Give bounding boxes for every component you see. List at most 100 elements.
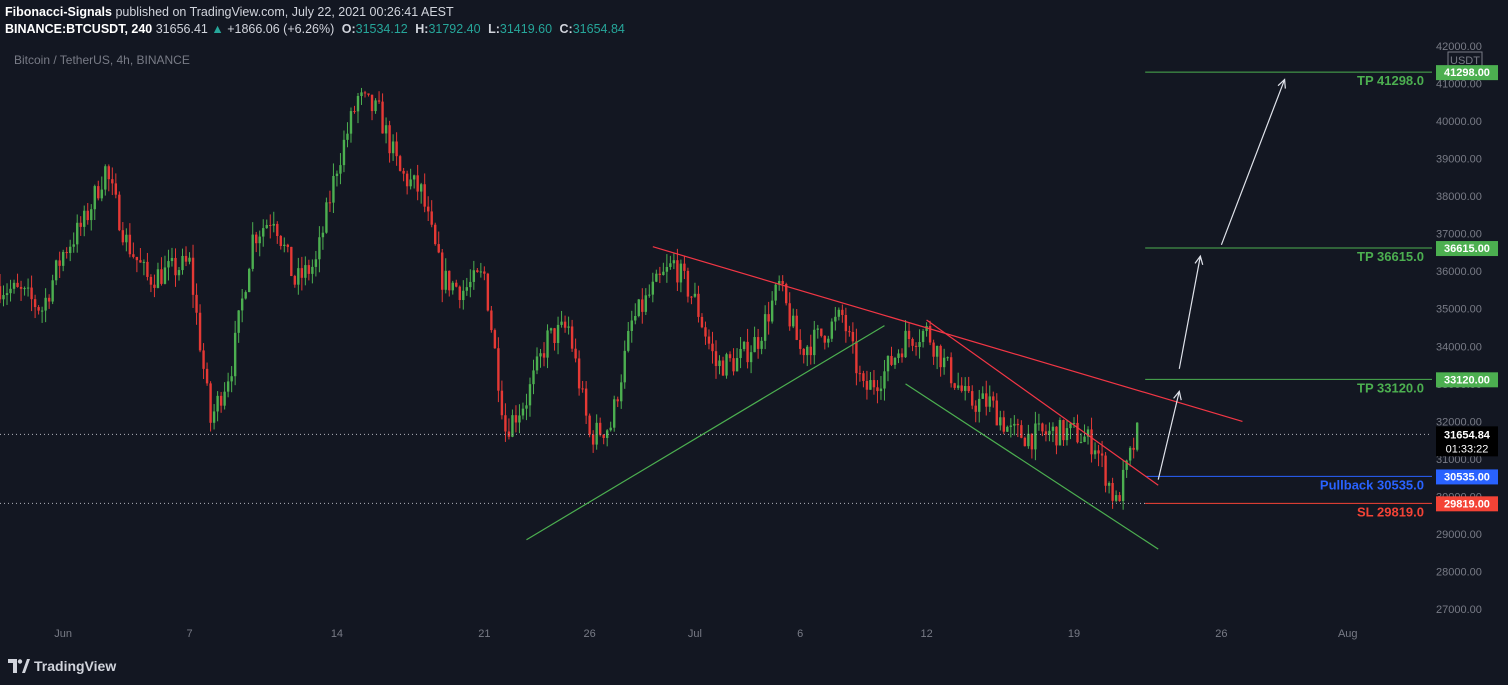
candle-down [118, 194, 121, 231]
candle-up [163, 267, 167, 284]
candle-down [574, 348, 577, 359]
x-tick-label: Aug [1338, 628, 1358, 640]
candle-up [100, 189, 103, 199]
candle-up [68, 246, 72, 254]
candle-down [581, 388, 584, 390]
candle-up [61, 251, 65, 266]
candle-up [332, 175, 335, 203]
candle-down [577, 358, 581, 389]
candle-up [26, 287, 30, 289]
candle-up [237, 310, 240, 333]
candle-up [1125, 460, 1128, 470]
candle-down [700, 316, 704, 328]
trendline-support-1[interactable] [905, 383, 1159, 550]
chart-title: Bitcoin / TetherUS, 4h, BINANCE [14, 53, 190, 67]
candle-up [325, 202, 328, 233]
candle-up [693, 293, 697, 297]
candle-down [255, 234, 258, 244]
candle-down [434, 224, 437, 245]
candle-up [54, 260, 58, 281]
candle-down [1020, 425, 1023, 438]
symbol-label[interactable]: BINANCE:BTCUSDT, 240 [5, 22, 153, 36]
x-tick-label: Jul [688, 628, 702, 640]
candle-up [904, 330, 907, 358]
candle-up [472, 270, 476, 282]
level-axis-value-4: 29819.00 [1444, 498, 1490, 510]
candle-up [297, 268, 300, 285]
projection-arrow-1[interactable] [1178, 256, 1201, 369]
candle-up [679, 263, 683, 283]
currency-label: USDT [1450, 55, 1480, 67]
candle-down [279, 235, 282, 246]
candle-down [132, 254, 135, 257]
candle-up [469, 281, 472, 288]
candle-up [760, 340, 763, 349]
publish-info: published on TradingView.com, July 22, 2… [115, 5, 454, 19]
candle-down [146, 261, 149, 277]
trendline-resistance-2[interactable] [652, 246, 1243, 422]
candle-up [532, 370, 535, 385]
candle-up [479, 271, 483, 273]
candle-up [725, 354, 728, 376]
candle-down [423, 184, 426, 207]
candle-down [967, 386, 970, 392]
candle-up [156, 269, 160, 288]
candle-up [272, 223, 275, 226]
candle-down [995, 400, 998, 426]
candle-up [104, 166, 107, 190]
candle-up [539, 353, 542, 357]
candle-up [535, 356, 539, 371]
candle-down [16, 282, 19, 287]
candle-up [777, 280, 781, 285]
candle-down [809, 346, 812, 356]
candle-down [823, 335, 827, 343]
publisher-name[interactable]: Fibonacci-Signals [5, 5, 112, 19]
candle-up [651, 281, 655, 295]
candle-down [1118, 495, 1121, 502]
chart-header: Fibonacci-Signals published on TradingVi… [0, 0, 1508, 42]
candle-down [353, 111, 356, 113]
footer: TradingView [0, 648, 1508, 685]
x-tick-label: 7 [186, 628, 192, 640]
candle-up [978, 398, 981, 412]
price-chart[interactable]: TP 41298.0 TP 36615.0 TP 33120.0 Pullback 3… [0, 42, 1508, 648]
trendline-support-0[interactable] [526, 325, 885, 541]
candle-down [307, 265, 311, 274]
candle-down [911, 339, 914, 346]
candle-down [1132, 447, 1135, 450]
candle-down [795, 315, 798, 340]
tradingview-logo[interactable]: TradingView [8, 658, 116, 674]
candle-down [293, 276, 297, 285]
candle-up [669, 263, 672, 267]
candle-down [971, 391, 974, 406]
candle-down [219, 395, 223, 406]
candle-down [395, 141, 398, 157]
price-axis-background [1432, 42, 1508, 648]
candle-up [946, 357, 949, 359]
candle-up [525, 405, 528, 409]
level-axis-value-2: 33120.00 [1444, 374, 1490, 386]
candle-up [620, 382, 623, 402]
candle-down [370, 94, 374, 112]
candle-down [1100, 453, 1104, 456]
candle-up [462, 290, 465, 301]
candle-down [949, 357, 953, 384]
candle-down [19, 286, 23, 289]
y-tick-label: 41000.00 [1436, 78, 1482, 90]
candle-down [820, 328, 823, 336]
candle-up [830, 321, 834, 339]
candle-up [258, 236, 261, 244]
y-tick-label: 40000.00 [1436, 116, 1482, 128]
candle-up [1013, 423, 1016, 426]
candle-down [153, 284, 156, 288]
candle-up [212, 411, 216, 423]
projection-arrow-2[interactable] [1220, 79, 1286, 246]
candle-up [40, 310, 44, 312]
trendline-resistance-3[interactable] [926, 319, 1159, 486]
candle-up [311, 266, 314, 274]
candle-up [1065, 428, 1069, 441]
candle-up [662, 271, 665, 275]
last-price: 31656.41 [155, 22, 208, 36]
projection-arrow-0[interactable] [1157, 391, 1180, 480]
candle-down [381, 101, 384, 134]
